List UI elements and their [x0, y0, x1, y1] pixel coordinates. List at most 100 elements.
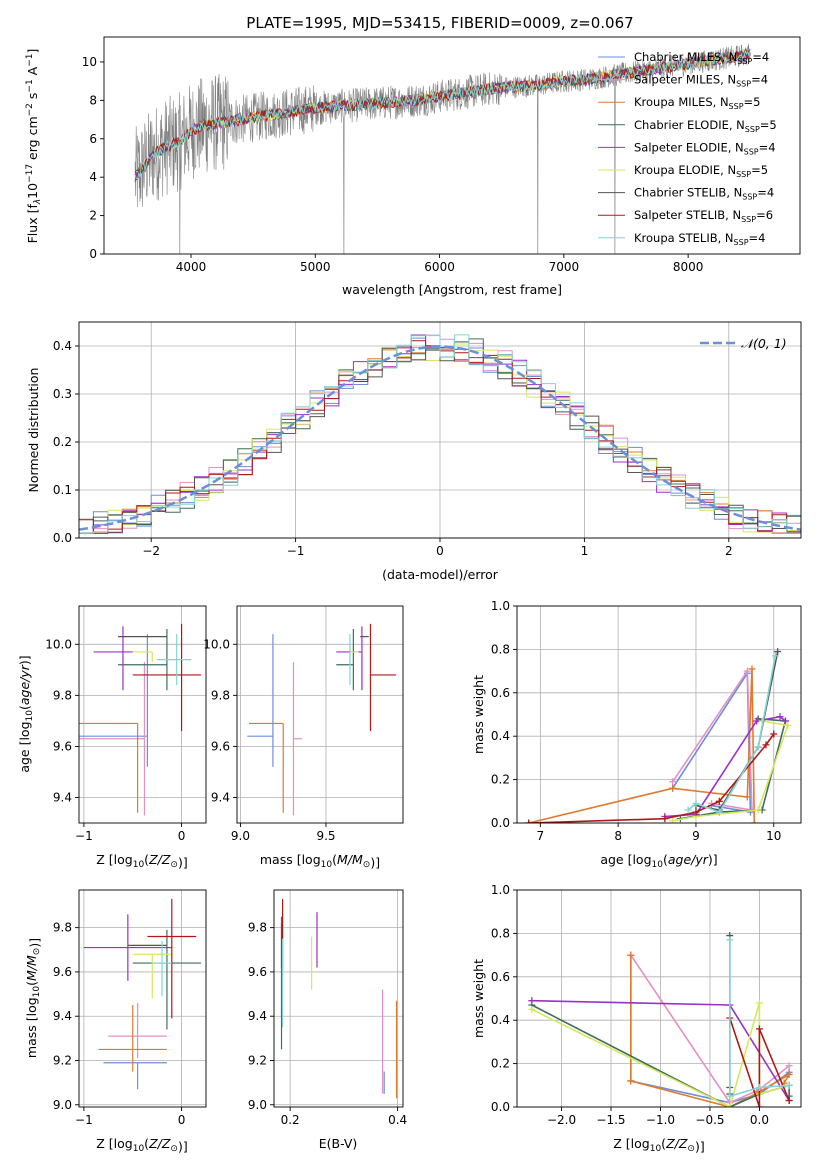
spectrum-model-line	[134, 48, 751, 181]
residuals-xlabel: (data-model)/error	[382, 567, 499, 582]
mass_vs_ebv-axes: 0.2 0.4 9.0 9.2 9.4 9.6 9.8 E(B-V)	[248, 890, 407, 1151]
weight_vs_age-xtick-label: 7	[537, 829, 545, 843]
weight-marker	[785, 1096, 793, 1104]
weight-marker	[785, 1081, 793, 1089]
weight_vs_z-ytick-label: 1.0	[491, 883, 510, 897]
spectrum-ytick-label: 8	[89, 93, 97, 107]
weight-marker	[525, 819, 533, 823]
mass_vs_z-ytick-label: 9.0	[53, 1098, 72, 1112]
weight-marker	[627, 1077, 635, 1085]
weight-marker	[528, 1005, 536, 1013]
legend-entry: Chabrier STELIB, NSSP=4	[634, 186, 774, 202]
weight_vs_age-ytick-label: 0.4	[491, 729, 510, 743]
age_vs_z-xtick-label: −1	[75, 829, 93, 843]
mass-vs-z-ylabel: mass [log10(M/M⊙)]	[24, 938, 42, 1058]
normal-curve	[79, 345, 801, 531]
age_vs_mass-axes: 9.0 9.5 9.4 9.6 9.8 10.0 mass [log10(M/M⊙)]	[203, 606, 403, 870]
weight-marker	[785, 1070, 793, 1078]
age_vs_mass-xtick-label: 9.5	[316, 829, 335, 843]
residuals-ytick-label: 0.4	[53, 339, 72, 353]
weight-marker	[785, 1062, 793, 1070]
weight-marker	[754, 743, 762, 751]
mass_vs_z-ytick-label: 9.4	[53, 1009, 72, 1023]
weight-marker	[661, 815, 669, 823]
spectrum-ylabel: Flux [fλ10−17 erg cm−2 s−1 A−1]	[25, 49, 43, 244]
mass_vs_ebv-ytick-label: 9.6	[248, 965, 267, 979]
weight_vs_age-ytick-label: 0.0	[491, 816, 510, 830]
weight-marker	[755, 999, 763, 1007]
weight-vs-age-xlabel: age [log10(age/yr)]	[600, 852, 717, 870]
weight-marker	[528, 997, 536, 1005]
weight_vs_z-xtick-label: −1.0	[646, 1113, 675, 1127]
age_vs_z-ytick-label: 10.0	[45, 637, 72, 651]
age-vs-mass-xlabel: mass [log10(M/M⊙)]	[260, 852, 380, 870]
weight_vs_z-xtick-label: −0.5	[695, 1113, 724, 1127]
weight-marker	[684, 806, 692, 814]
weight-marker	[669, 817, 677, 823]
weight_vs_age-ytick-label: 0.6	[491, 686, 510, 700]
age_vs_mass-ytick-label: 9.6	[211, 739, 230, 753]
weight-series-line	[729, 1017, 790, 1107]
weight-marker	[755, 1083, 763, 1091]
weight-series-line	[729, 939, 790, 1098]
mass_vs_ebv-xtick-label: 0.4	[388, 1113, 407, 1127]
weight_vs_z-frame	[516, 889, 802, 1108]
weight_vs_z-ytick-label: 0.4	[491, 1013, 510, 1027]
weight-series-line	[528, 733, 775, 823]
weight-marker	[784, 721, 792, 729]
spectrum-xtick-label: 7000	[549, 260, 580, 274]
weight-marker	[669, 784, 677, 792]
spectrum-xtick-label: 8000	[673, 260, 704, 274]
mass_vs_z-ytick-label: 9.8	[53, 921, 72, 935]
spectrum-ytick-label: 4	[89, 170, 97, 184]
weight-vs-z-xlabel: Z [log10(Z/Z⊙)]	[613, 1136, 704, 1154]
age_vs_mass-xtick-label: 9.0	[231, 829, 250, 843]
weight_vs_age-xtick-label: 9	[692, 829, 700, 843]
weight_vs_z-ytick-label: 0.6	[491, 970, 510, 984]
weight_vs_z-xtick-label: 0.0	[750, 1113, 769, 1127]
mass_vs_ebv-ytick-label: 9.8	[248, 921, 267, 935]
weight-marker	[750, 819, 758, 823]
legend-entry: Salpeter MILES, NSSP=4	[634, 73, 768, 89]
age_vs_mass-ytick-label: 9.8	[211, 688, 230, 702]
mass_vs_z-ytick-label: 9.6	[53, 965, 72, 979]
residuals-xtick-label: 1	[581, 544, 589, 558]
spectrum-frame	[103, 36, 801, 255]
residuals-xtick-label: −2	[142, 544, 160, 558]
mass_vs_ebv-frame	[273, 889, 404, 1108]
weight-marker	[726, 1092, 734, 1100]
legend-entry: Salpeter STELIB, NSSP=6	[634, 208, 773, 224]
mass_vs_z-ytick-label: 9.2	[53, 1054, 72, 1068]
weight_vs_z-ytick-label: 0.2	[491, 1057, 510, 1071]
residuals-axes: −2 −1 0 1 2 0.0 0.1 0.2 0.3 0.4 𝒩(0, 1) (data-model…	[26, 322, 801, 582]
residuals-xtick-label: −1	[287, 544, 305, 558]
spectrum-ytick-label: 2	[89, 209, 97, 223]
legend-entry: Kroupa STELIB, NSSP=4	[634, 231, 765, 247]
weight-marker	[770, 730, 778, 738]
weight-marker	[771, 652, 779, 660]
residuals-ytick-label: 0.2	[53, 435, 72, 449]
mass-vs-ebv-xlabel: E(B-V)	[319, 1136, 358, 1151]
weight-marker	[774, 648, 782, 656]
weight-marker	[627, 951, 635, 959]
weight-marker	[754, 806, 762, 814]
residuals-ytick-label: 0.1	[53, 483, 72, 497]
spectrum-ytick-label: 10	[82, 55, 97, 69]
weight-marker	[669, 778, 677, 786]
residuals-xtick-label: 2	[725, 544, 733, 558]
spectrum-model-line	[134, 48, 751, 180]
weight-marker	[715, 797, 723, 805]
legend-entry: Kroupa MILES, NSSP=5	[634, 95, 760, 111]
mass_vs_z-xtick-label: 0	[178, 1113, 186, 1127]
weight_vs_age-ytick-label: 1.0	[491, 599, 510, 613]
spectrum-ytick-label: 0	[89, 247, 97, 261]
spectrum-xlabel: wavelength [Angstrom, rest frame]	[342, 282, 562, 297]
age-vs-z-ylabel: age [log10(age/yr)]	[17, 655, 35, 772]
weight-series-line	[630, 955, 792, 1107]
legend-entry: 𝒩(0, 1)	[741, 336, 787, 351]
mass_vs_ebv-ytick-label: 9.2	[248, 1054, 267, 1068]
mass-vs-z-xlabel: Z [log10(Z/Z⊙)]	[96, 1136, 187, 1154]
mass_vs_ebv-ytick-label: 9.0	[248, 1098, 267, 1112]
